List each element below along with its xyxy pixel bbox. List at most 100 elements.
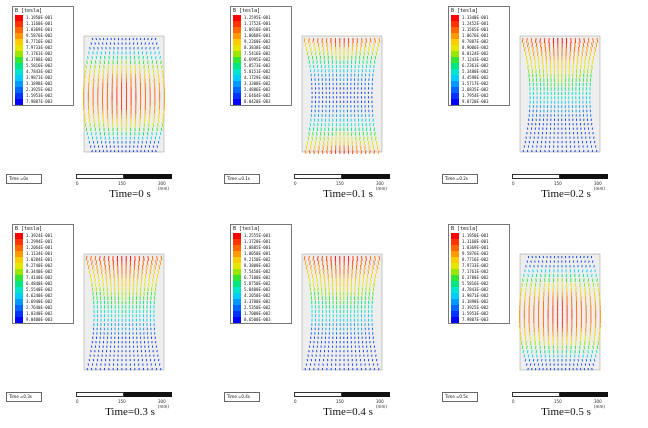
flux-arrow: [95, 278, 96, 282]
scale-segment-white: [294, 392, 342, 397]
flux-arrow: [524, 274, 525, 277]
flux-arrow: [528, 355, 529, 358]
legend-row: 7.9807E-003: [13, 99, 73, 105]
flux-arrow: [94, 274, 95, 278]
flux-arrow: [93, 265, 94, 269]
flux-arrow: [530, 56, 531, 60]
flux-arrow: [373, 47, 374, 51]
legend-title: B [tesla]: [231, 7, 291, 15]
flux-arrow: [319, 265, 320, 270]
flux-arrow: [593, 364, 594, 366]
legend-title: B [tesla]: [13, 225, 73, 233]
flux-arrow: [597, 150, 598, 152]
flux-arrow: [361, 261, 362, 266]
flux-arrow: [533, 47, 534, 52]
scale-segment-black: [342, 174, 390, 179]
scale-label-0: 0: [294, 181, 297, 186]
flux-arrow: [523, 350, 524, 353]
flux-arrow: [154, 269, 155, 273]
panel-caption: Time=0.3 s: [60, 406, 200, 418]
flux-arrow: [586, 51, 587, 55]
flux-arrow: [158, 47, 159, 49]
flux-arrow: [523, 150, 524, 152]
flux-arrow: [85, 69, 86, 73]
flux-arrow: [375, 274, 376, 278]
panel-caption: Time=0.2 s: [496, 188, 636, 200]
flux-arrow: [365, 265, 366, 270]
flux-arrow: [153, 274, 154, 278]
flux-arrow: [361, 150, 362, 154]
flux-arrow: [588, 256, 589, 258]
flux-arrow: [152, 38, 153, 40]
flux-arrow: [309, 132, 310, 136]
flux-arrow: [144, 256, 145, 261]
flux-arrow: [589, 364, 590, 366]
flux-arrow: [96, 38, 97, 40]
flux-arrow: [375, 137, 376, 141]
flux-arrow: [536, 38, 537, 43]
specimen-outline: [520, 36, 600, 152]
field-plot: [80, 34, 168, 154]
flux-arrow: [376, 51, 377, 55]
field-plot: [80, 252, 168, 372]
flux-arrow: [579, 43, 580, 48]
flux-arrow: [161, 368, 162, 370]
flux-arrow: [91, 43, 92, 45]
flux-arrow: [580, 38, 581, 43]
panel-caption: Time=0.1 s: [278, 188, 418, 200]
scale-label-150: 150: [554, 181, 562, 186]
flux-arrow: [594, 51, 595, 55]
flux-arrow: [322, 256, 323, 261]
flux-arrow: [155, 265, 156, 269]
flux-arrow: [591, 47, 592, 51]
scale-segment-black: [560, 174, 608, 179]
flux-arrow: [101, 265, 102, 270]
flux-arrow: [375, 56, 376, 60]
time-label-box: Time =0.2s: [442, 174, 478, 184]
flux-arrow: [530, 364, 531, 366]
flux-arrow: [322, 38, 323, 43]
flux-arrow: [151, 265, 152, 270]
flux-arrow: [372, 269, 373, 273]
flux-arrow: [158, 123, 159, 127]
flux-arrow: [91, 128, 92, 132]
flux-arrow: [589, 60, 590, 64]
flux-arrow: [522, 283, 523, 287]
flux-arrow: [591, 256, 592, 258]
time-label-box: Time =0.1s: [224, 174, 260, 184]
flux-arrow: [375, 132, 376, 136]
flux-arrow: [105, 261, 106, 266]
flux-arrow: [595, 355, 596, 358]
flux-arrow: [372, 51, 373, 55]
flux-arrow: [92, 56, 93, 59]
flux-arrow: [368, 269, 369, 273]
scale-label-150: 150: [554, 399, 562, 404]
scale-segment-black: [124, 174, 172, 179]
legend-value: 7.9807E-003: [26, 99, 53, 105]
time-label-box: Time =0.4s: [224, 392, 260, 402]
flux-arrow: [372, 141, 373, 145]
flux-arrow: [598, 341, 599, 345]
flux-arrow: [525, 51, 526, 55]
flux-arrow: [89, 269, 90, 273]
flux-arrow: [88, 137, 89, 140]
flux-arrow: [87, 132, 88, 135]
flux-arrow: [525, 269, 526, 272]
flux-arrow: [315, 146, 316, 150]
flux-arrow: [312, 274, 313, 278]
flux-arrow: [318, 43, 319, 47]
scale-label-0: 0: [512, 181, 515, 186]
flux-arrow: [527, 364, 528, 366]
legend-value: 8.0420E-003: [244, 99, 271, 105]
flux-arrow: [529, 51, 530, 55]
flux-arrow: [525, 359, 526, 361]
flux-arrow: [527, 261, 528, 263]
